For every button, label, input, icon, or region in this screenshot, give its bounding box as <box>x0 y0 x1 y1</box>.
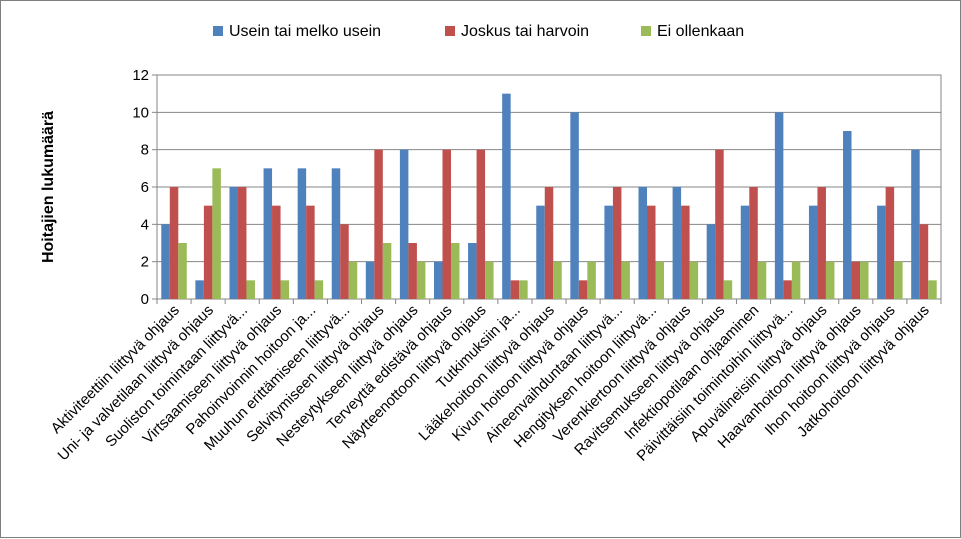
bar <box>587 261 596 299</box>
y-tick-label: 6 <box>141 179 149 196</box>
bar <box>203 205 213 299</box>
bar <box>195 280 204 299</box>
bar <box>791 261 801 299</box>
bar <box>681 205 690 299</box>
bar <box>519 280 528 299</box>
legend: Usein tai melko usein Joskus tai harvoin E… <box>213 23 744 40</box>
bar <box>715 149 724 299</box>
bar <box>272 205 281 299</box>
bar <box>740 205 750 299</box>
legend-swatch <box>445 26 455 36</box>
y-tick-label: 12 <box>132 67 149 84</box>
bar <box>212 168 221 299</box>
bar <box>885 187 895 299</box>
bar <box>331 168 341 299</box>
bar <box>919 224 929 299</box>
bar <box>825 261 835 299</box>
bar <box>672 187 682 299</box>
bar <box>476 149 486 299</box>
bar <box>911 149 920 299</box>
bar <box>928 280 937 299</box>
bar <box>877 205 886 299</box>
bar <box>374 149 383 299</box>
bar <box>647 205 656 299</box>
bar <box>297 168 307 299</box>
legend-entry: Ei ollenkaan <box>657 23 744 40</box>
bar <box>450 243 460 299</box>
bar <box>604 205 613 299</box>
legend-entry: Joskus tai harvoin <box>461 23 589 40</box>
bar <box>783 280 792 299</box>
bar <box>416 261 426 299</box>
bar <box>485 261 494 299</box>
bar <box>544 187 554 299</box>
legend-swatch <box>213 26 223 36</box>
bar <box>229 187 238 299</box>
bar <box>817 187 826 299</box>
bar <box>340 224 349 299</box>
bar <box>161 224 170 299</box>
bar <box>612 187 622 299</box>
bar <box>280 280 290 299</box>
bar <box>237 187 247 299</box>
bar <box>510 280 520 299</box>
bar <box>578 280 588 299</box>
bar <box>851 261 861 299</box>
bar <box>348 261 358 299</box>
bar <box>314 280 324 299</box>
bar <box>808 205 818 299</box>
y-axis-title: Hoitajien lukumäärä <box>40 111 57 263</box>
y-tick-labels: 0 2 4 6 8 10 12 <box>132 67 149 308</box>
bar <box>169 187 179 299</box>
bar <box>749 187 758 299</box>
bar <box>408 243 417 299</box>
y-tick-label: 2 <box>141 254 149 271</box>
y-tick-label: 8 <box>141 142 149 159</box>
bar <box>399 149 409 299</box>
bar <box>468 243 477 299</box>
bar <box>365 261 375 299</box>
bar <box>774 112 784 299</box>
y-tick-label: 10 <box>132 104 149 121</box>
bar <box>706 224 716 299</box>
bar <box>689 261 699 299</box>
legend-swatch <box>641 26 651 36</box>
bar <box>553 261 562 299</box>
y-tick-label: 0 <box>141 291 149 308</box>
bars <box>161 93 937 300</box>
bar <box>723 280 733 299</box>
bar <box>306 205 315 299</box>
bar <box>178 243 187 299</box>
bar <box>655 261 665 299</box>
bar <box>894 261 903 299</box>
bar <box>536 205 545 299</box>
bar <box>757 261 767 299</box>
bar <box>843 131 852 299</box>
bar <box>246 280 255 299</box>
legend-entry: Usein tai melko usein <box>229 23 381 40</box>
bar <box>570 112 579 299</box>
bar <box>860 261 869 299</box>
bar <box>382 243 392 299</box>
bar <box>638 187 648 299</box>
bar <box>433 261 443 299</box>
bar <box>621 261 630 299</box>
y-tick-label: 4 <box>141 216 149 233</box>
bar <box>263 168 273 299</box>
bar <box>502 93 511 300</box>
bar <box>442 149 451 299</box>
